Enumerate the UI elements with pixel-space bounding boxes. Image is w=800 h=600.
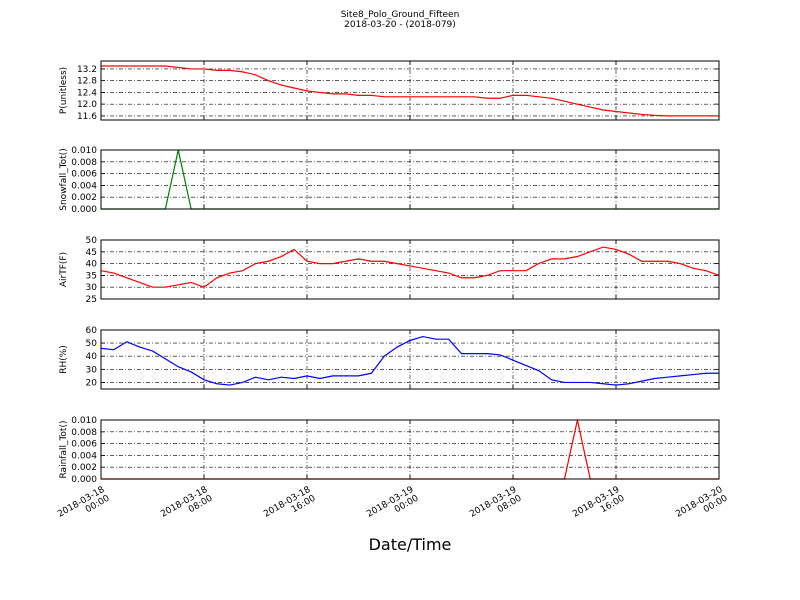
y-tick-label: 20 [86,378,98,388]
y-tick-label: 40 [86,352,98,362]
y-axis-label: P(unitless) [59,67,69,114]
y-tick-label: 35 [86,271,97,281]
y-tick-label: 0.008 [71,428,97,438]
plot-frame [100,329,720,390]
x-tick-label: 2018-03-2000:00 [674,485,730,529]
x-tick-label: 2018-03-1900:00 [365,485,421,529]
plot-frame [100,149,720,210]
y-tick-label: 13.2 [77,65,97,75]
x-tick-label: 2018-03-1800:00 [56,485,112,529]
title: Site8_Polo_Ground_Fifteen [341,10,460,20]
y-tick-label: 45 [86,248,97,258]
y-tick-label: 0.004 [71,451,97,461]
y-tick-label: 50 [86,339,98,349]
data-line [100,335,719,386]
y-tick-label: 0.010 [71,146,97,156]
y-tick-label: 60 [86,326,98,336]
panel: 20 30 40 50 60 RH(%) [59,326,720,390]
plot-frame [100,419,720,480]
x-tick-label: 2018-03-1808:00 [159,485,215,529]
y-tick-label: 0.008 [71,158,97,168]
data-line [101,65,719,117]
plot-frame [100,239,720,300]
y-tick-label: 0.002 [71,193,97,203]
x-tick-label: 2018-03-1916:00 [571,485,627,529]
y-tick-label: 50 [86,236,98,246]
y-tick-label: 12.4 [77,88,97,98]
x-tick-label: 2018-03-1816:00 [262,485,318,529]
y-axis-label: Rainfall_Tot() [59,421,69,479]
y-tick-label: 0.004 [71,181,97,191]
y-tick-label: 0.000 [71,205,97,215]
y-tick-label: 11.6 [77,112,97,122]
y-axis-label: RH(%) [59,345,69,374]
y-tick-label: 30 [86,365,98,375]
y-tick-label: 0.000 [71,475,97,485]
plot-frame [100,60,720,121]
y-tick-label: 40 [86,260,98,270]
y-tick-label: 0.010 [71,416,97,426]
x-tick-label: 2018-03-1908:00 [468,485,524,529]
data-line [100,246,720,288]
y-tick-label: 12.8 [77,77,97,87]
y-tick-label: 25 [86,295,97,305]
x-axis-label: Date/Time [369,535,452,554]
y-tick-label: 0.006 [71,170,97,180]
y-tick-label: 12.0 [77,100,97,110]
panel: 11.6 12.0 12.412.8 13.2 P(unitless) [59,60,720,122]
y-tick-label: 0.006 [71,440,97,450]
y-axis-label: AirTF(F) [59,252,69,287]
y-tick-label: 0.002 [71,463,97,473]
y-axis-label: Snowfall_Tot() [59,148,69,211]
subtitle: 2018-03-20 - (2018-079) [344,20,456,30]
y-tick-label: 30 [86,283,98,293]
